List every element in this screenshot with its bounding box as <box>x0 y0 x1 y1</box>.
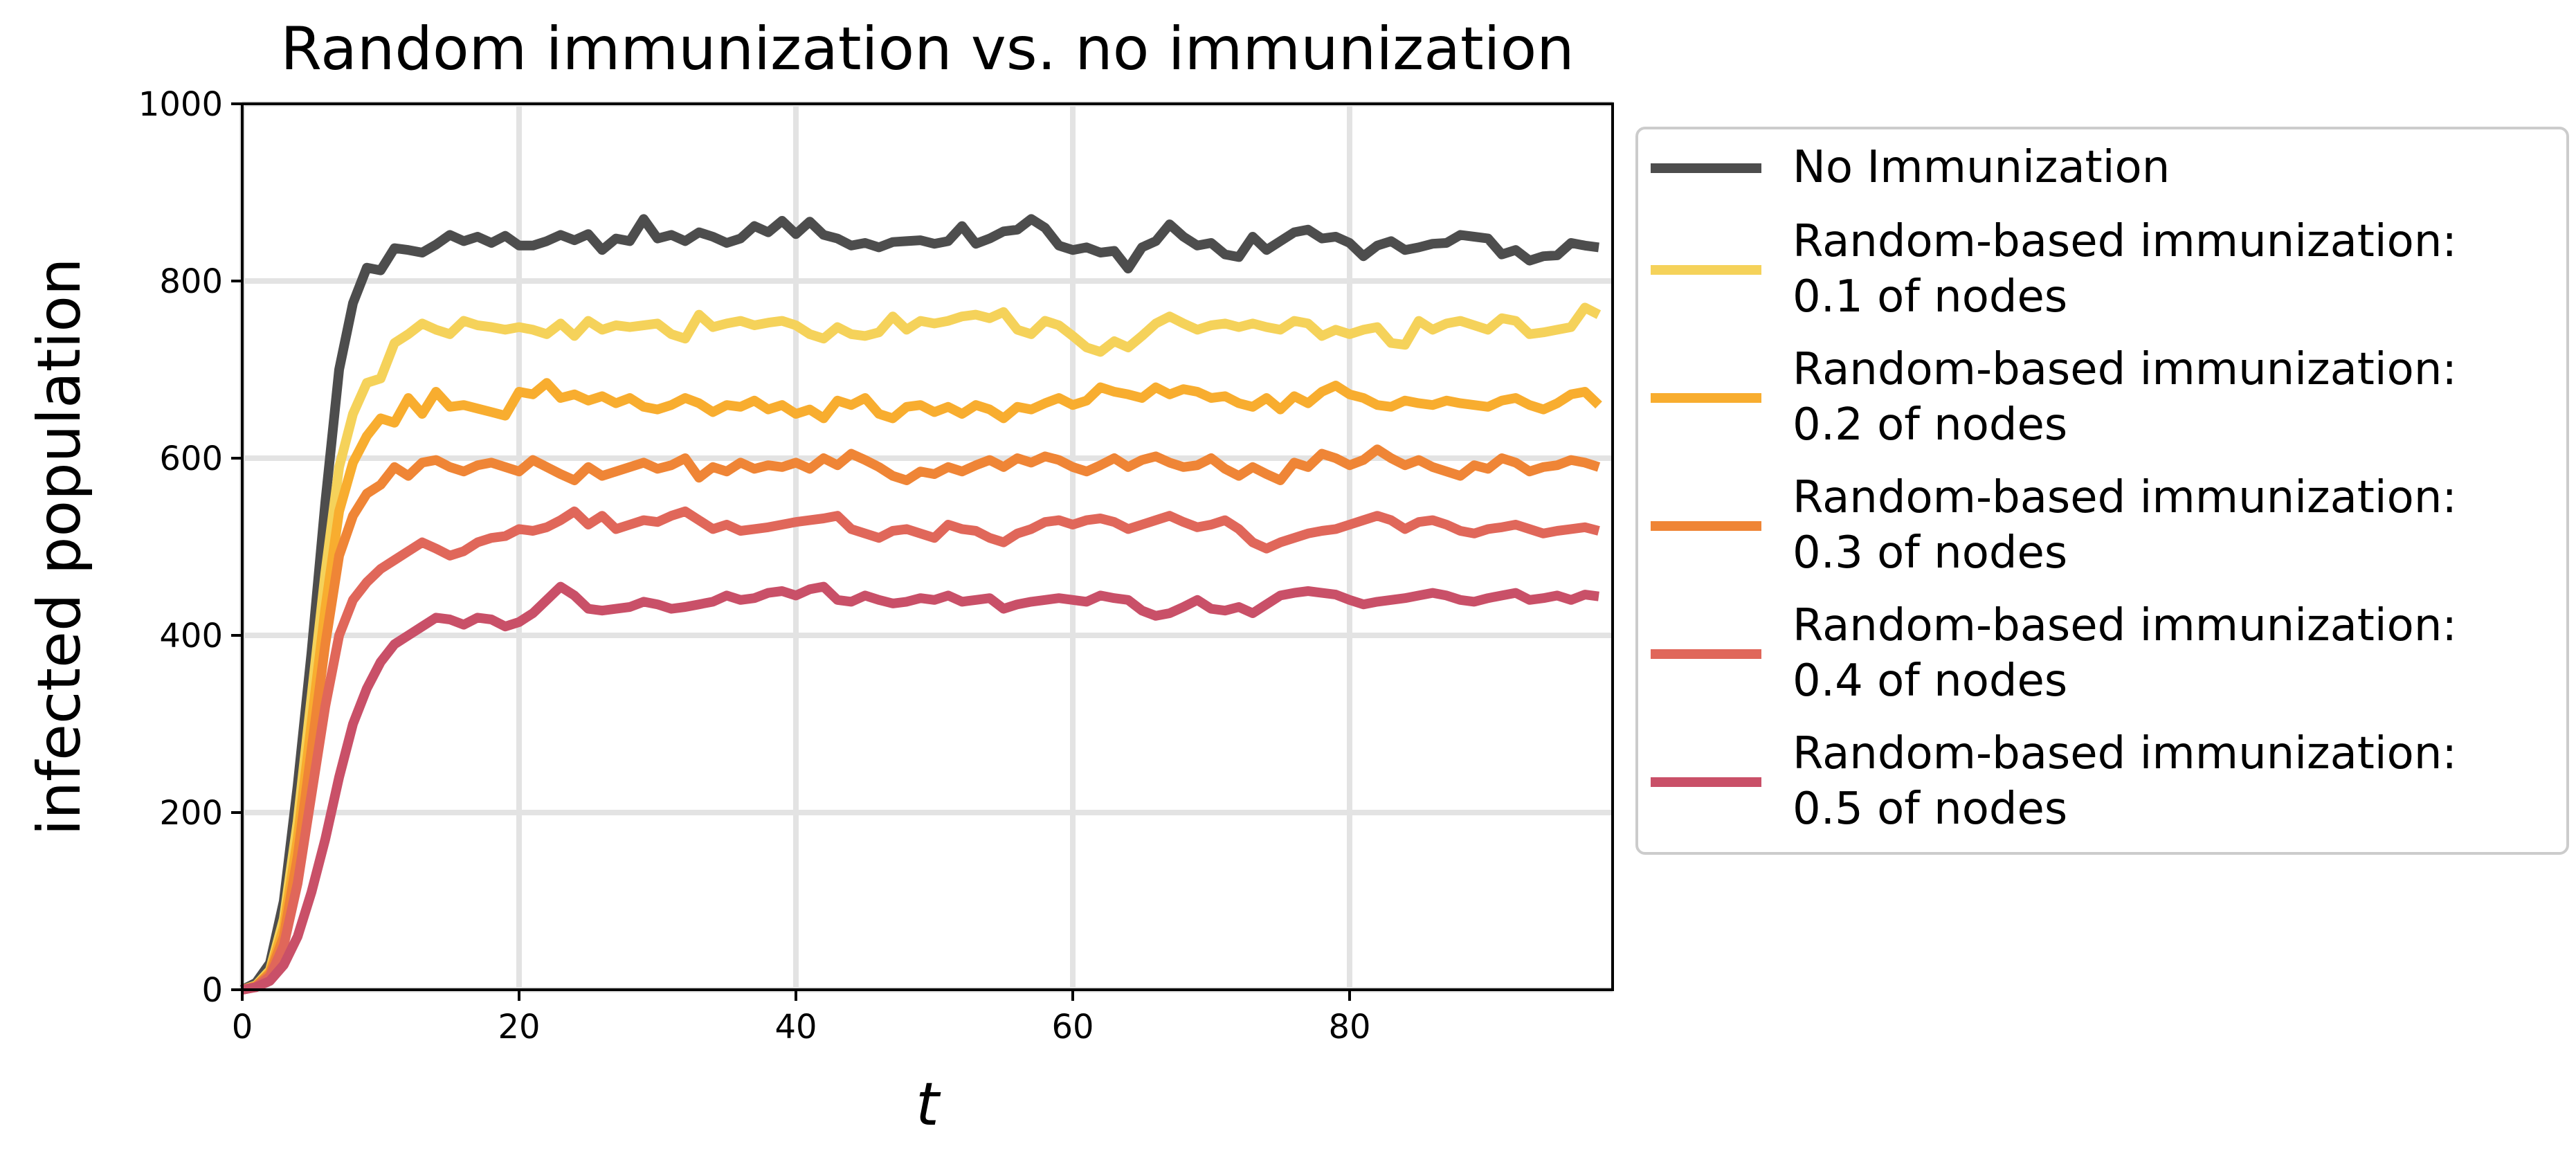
chart-title: Random immunization vs. no immunization <box>280 15 1574 84</box>
legend-box <box>1635 127 2569 855</box>
series-line-3 <box>241 444 1601 995</box>
y-tick-label: 0 <box>201 971 223 1010</box>
series-line-0 <box>239 214 1599 995</box>
axes-frame <box>241 102 1614 991</box>
x-tick-label: 0 <box>232 1008 253 1046</box>
x-axis-ticks: 0 20 40 60 80 <box>232 990 1371 1046</box>
legend-item-5: Random-based immunization: 0.5 of nodes <box>1651 728 2457 835</box>
series-line-2 <box>241 378 1602 995</box>
legend-label: Random-based immunization: 0.3 of nodes <box>1793 472 2457 579</box>
legend: No Immunization Random-based immunization… <box>1635 127 2569 855</box>
legend-label: Random-based immunization: 0.1 of nodes <box>1793 216 2457 323</box>
series-layer <box>239 214 1602 995</box>
legend-label: Random-based immunization: 0.2 of nodes <box>1793 344 2457 451</box>
y-tick-label: 1000 <box>138 85 223 124</box>
x-tick-label: 60 <box>1051 1008 1094 1046</box>
x-axis-label: t <box>916 1070 941 1139</box>
series-line-1 <box>240 302 1602 995</box>
legend-label: Random-based immunization: 0.5 of nodes <box>1793 728 2457 835</box>
x-tick-label: 40 <box>774 1008 817 1046</box>
y-axis-ticks: 0 200 400 600 800 1000 <box>138 85 242 1010</box>
x-tick-label: 20 <box>498 1008 540 1046</box>
x-tick-label: 80 <box>1328 1008 1370 1046</box>
y-tick-label: 800 <box>159 262 223 301</box>
y-tick-label: 200 <box>159 794 223 833</box>
legend-item-4: Random-based immunization: 0.4 of nodes <box>1651 600 2457 707</box>
plot-area: 0 20 40 60 80 0 200 400 600 800 1000 <box>138 85 1614 1046</box>
legend-item-1: Random-based immunization: 0.1 of nodes <box>1651 216 2457 323</box>
legend-label: No Immunization <box>1793 142 2170 193</box>
series-line-4 <box>241 506 1600 995</box>
y-tick-label: 400 <box>159 617 223 655</box>
legend-items: No Immunization Random-based immunization… <box>1651 142 2457 835</box>
series-line-5 <box>241 581 1599 995</box>
legend-item-0: No Immunization <box>1651 142 2170 193</box>
legend-label: Random-based immunization: 0.4 of nodes <box>1793 600 2457 707</box>
legend-item-2: Random-based immunization: 0.2 of nodes <box>1651 344 2457 451</box>
y-axis-label: infected population <box>25 257 94 835</box>
legend-item-3: Random-based immunization: 0.3 of nodes <box>1651 472 2457 579</box>
y-tick-label: 600 <box>159 439 223 478</box>
